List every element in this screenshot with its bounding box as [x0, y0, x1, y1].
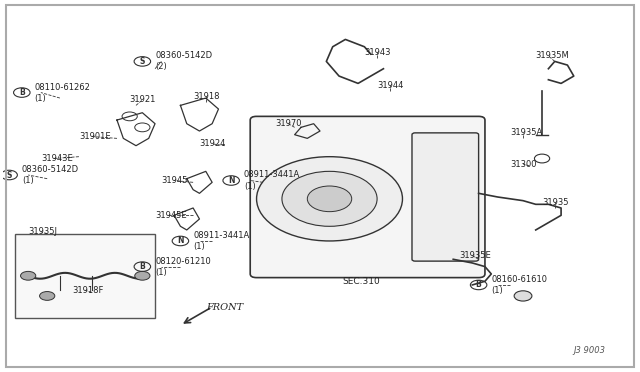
Text: 31935J: 31935J — [28, 227, 57, 236]
Text: B: B — [140, 262, 145, 271]
Text: J3 9003: J3 9003 — [573, 346, 605, 355]
Text: 08360-5142D
(1): 08360-5142D (1) — [22, 165, 79, 185]
Text: 08160-61610
(1): 08160-61610 (1) — [492, 275, 547, 295]
Text: 08911-3441A
(1): 08911-3441A (1) — [244, 170, 300, 190]
Text: 31970: 31970 — [276, 119, 302, 128]
Text: 08120-61210
(1): 08120-61210 (1) — [155, 257, 211, 277]
FancyBboxPatch shape — [250, 116, 485, 278]
Text: 31921: 31921 — [130, 95, 156, 105]
Text: 31935A: 31935A — [510, 128, 543, 137]
Text: N: N — [228, 176, 234, 185]
Circle shape — [135, 272, 150, 280]
Text: 31935: 31935 — [542, 198, 568, 207]
Text: 31901E: 31901E — [79, 132, 111, 141]
Bar — [15, 234, 155, 318]
Text: S: S — [140, 57, 145, 66]
Circle shape — [514, 291, 532, 301]
Circle shape — [282, 171, 377, 226]
FancyBboxPatch shape — [412, 133, 479, 261]
Circle shape — [20, 272, 36, 280]
Text: 31945E: 31945E — [155, 211, 187, 220]
Text: FRONT: FRONT — [206, 304, 243, 312]
Text: 31300: 31300 — [510, 160, 537, 169]
Text: 08110-61262
(1): 08110-61262 (1) — [35, 83, 90, 103]
Text: N: N — [177, 237, 184, 246]
Text: 31945: 31945 — [161, 176, 188, 185]
Text: 31943E: 31943E — [41, 154, 72, 163]
Circle shape — [40, 292, 55, 300]
Text: 31924: 31924 — [200, 140, 226, 148]
Text: S: S — [6, 170, 12, 180]
Text: SEC.310: SEC.310 — [342, 277, 380, 286]
Text: B: B — [476, 280, 481, 289]
Text: 31918F: 31918F — [72, 286, 104, 295]
Text: 08911-3441A
(1): 08911-3441A (1) — [193, 231, 250, 251]
Circle shape — [257, 157, 403, 241]
Text: 31943: 31943 — [364, 48, 391, 57]
Text: 08360-5142D
(2): 08360-5142D (2) — [155, 51, 212, 71]
Text: 31935M: 31935M — [536, 51, 570, 60]
Text: 31944: 31944 — [377, 81, 403, 90]
Text: B: B — [19, 88, 25, 97]
Text: 31918: 31918 — [193, 92, 220, 101]
Circle shape — [307, 186, 352, 212]
Text: 31935E: 31935E — [460, 251, 492, 260]
